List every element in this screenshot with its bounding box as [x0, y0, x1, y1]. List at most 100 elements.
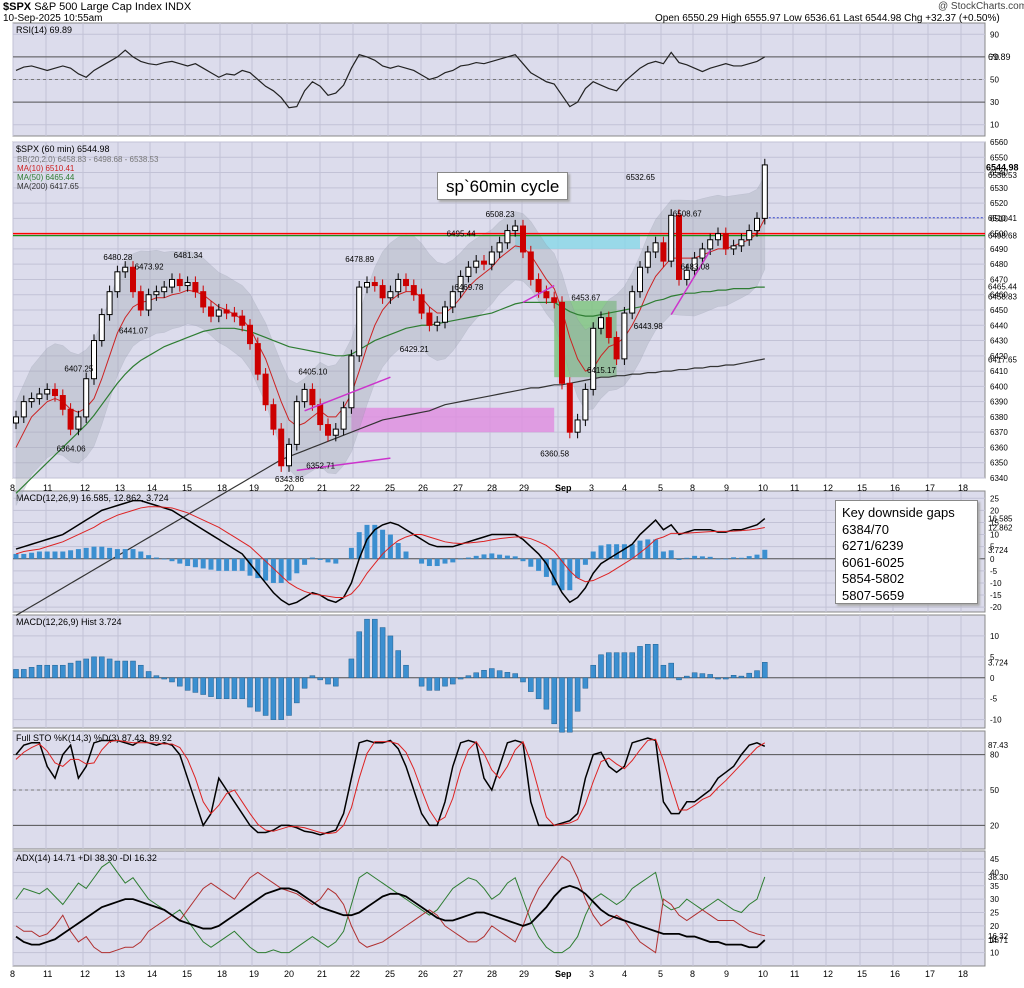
macd-hist-bar — [200, 558, 206, 569]
trend-line — [304, 376, 391, 412]
macd-hist-bar — [372, 524, 378, 559]
x-axis-label: 15 — [182, 969, 192, 979]
hist-bar — [730, 675, 737, 679]
candle-body — [153, 291, 160, 296]
macd-hist-bar — [567, 558, 573, 591]
macd-hist-bar — [731, 557, 737, 559]
hist-bar — [489, 668, 495, 679]
hist-bar — [91, 656, 97, 679]
x-axis-label: 19 — [249, 483, 259, 493]
y-tick-label: 20 — [990, 821, 999, 830]
hist-bar — [153, 675, 160, 679]
macd-hist-bar — [83, 547, 89, 559]
macd-hist-bar — [465, 557, 471, 559]
y-tick-label: 45 — [990, 855, 999, 864]
macd-hist-bar — [520, 558, 526, 562]
x-axis-label: 13 — [115, 483, 125, 493]
candle-body — [481, 260, 487, 265]
candle-body — [364, 282, 370, 288]
header-title-line: $SPX S&P 500 Large Cap Index INDX — [3, 1, 191, 13]
hist-bar — [598, 654, 604, 679]
hist-bar — [676, 677, 682, 681]
candle-body — [145, 294, 152, 311]
header-exchange: INDX — [164, 1, 192, 13]
x-axis-label: 3 — [589, 969, 594, 979]
price-right-label: 6417.65 — [988, 355, 1017, 364]
y-tick-label: 50 — [990, 786, 999, 795]
price-right-label: 6498.68 — [988, 232, 1017, 241]
price-annotation: 6508.23 — [486, 210, 515, 219]
candle-body — [293, 401, 300, 445]
candle-body — [660, 242, 667, 262]
adx-right-label: 38.30 — [988, 873, 1009, 882]
candle-body — [559, 301, 565, 384]
price-right-label: 6458.83 — [988, 293, 1017, 302]
y-tick-label: 6440 — [990, 321, 1008, 330]
y-tick-label: 15 — [990, 935, 999, 944]
hist-bar — [130, 660, 136, 679]
candle-body — [208, 306, 214, 317]
hist-bar — [122, 660, 128, 679]
macd-hist-bar — [44, 551, 50, 559]
x-axis-label: 22 — [350, 969, 360, 979]
hist-bar — [613, 652, 620, 679]
y-tick-label: 6390 — [990, 398, 1008, 407]
price-annotation: 6443.98 — [634, 322, 663, 331]
rsi-title: RSI(14) 69.89 — [16, 25, 72, 35]
macd-right-label: 16.585 — [988, 515, 1013, 524]
hist-bar — [606, 652, 612, 679]
macd-hist-bar — [153, 557, 159, 559]
x-axis-label: 8 — [690, 969, 695, 979]
x-axis-label: 29 — [519, 483, 529, 493]
y-tick-label: -10 — [990, 716, 1002, 725]
x-axis-label: 11 — [790, 969, 799, 979]
candle-body — [28, 398, 35, 403]
y-tick-label: 6550 — [990, 153, 1008, 162]
y-tick-label: 10 — [990, 632, 999, 641]
macd-hist-bar — [653, 539, 659, 559]
price-annotation: 6360.58 — [540, 450, 569, 459]
x-axis-label: 3 — [589, 483, 594, 493]
macd-hist-bar — [60, 551, 66, 559]
price-legend-item: MA(10) 6510.41 — [17, 164, 75, 173]
macd-panel — [12, 490, 986, 613]
y-tick-label: 5 — [990, 653, 995, 662]
macd-hist-bar — [231, 558, 237, 571]
macd-hist-bar — [185, 558, 191, 567]
price-annotation: 6508.67 — [673, 209, 702, 218]
macd-hist-bar — [380, 529, 386, 559]
candle-body — [169, 278, 175, 288]
hist-bar — [106, 658, 113, 679]
macd-hist-bar — [582, 558, 588, 565]
hist-bar — [473, 672, 479, 679]
ma200-line — [15, 358, 765, 616]
macd-hist-bar — [676, 558, 682, 560]
hist-bar — [239, 677, 245, 699]
hist-bar — [44, 664, 50, 679]
x-axis-label: 11 — [43, 969, 52, 979]
macd-hist-bar — [255, 558, 261, 579]
y-tick-label: -15 — [990, 591, 1002, 600]
y-tick-label: 20 — [990, 506, 999, 515]
hist-bar — [504, 672, 511, 679]
macd-hist-bar — [575, 558, 581, 579]
candle-body — [457, 275, 464, 293]
macd-hist-bar — [762, 549, 768, 559]
hist-bar — [364, 618, 370, 679]
macd-hist-bar — [497, 554, 503, 559]
macd-hist-bar — [754, 554, 760, 559]
candle-body — [473, 260, 480, 268]
hist-bar — [333, 677, 339, 687]
x-axis-label: 28 — [487, 483, 497, 493]
hist-bar — [294, 677, 300, 704]
hist-bar — [301, 677, 308, 689]
macd-hist-bar — [419, 558, 425, 564]
x-axis-label: 25 — [385, 969, 395, 979]
x-axis-label: 18 — [217, 969, 227, 979]
x-axis-label: 5 — [658, 969, 663, 979]
x-axis-label: 11 — [43, 483, 52, 493]
y-tick-label: 6470 — [990, 275, 1008, 284]
price-annotation: 6532.65 — [626, 173, 655, 182]
macd-hist-bar — [333, 558, 339, 564]
candle-body — [613, 336, 620, 360]
